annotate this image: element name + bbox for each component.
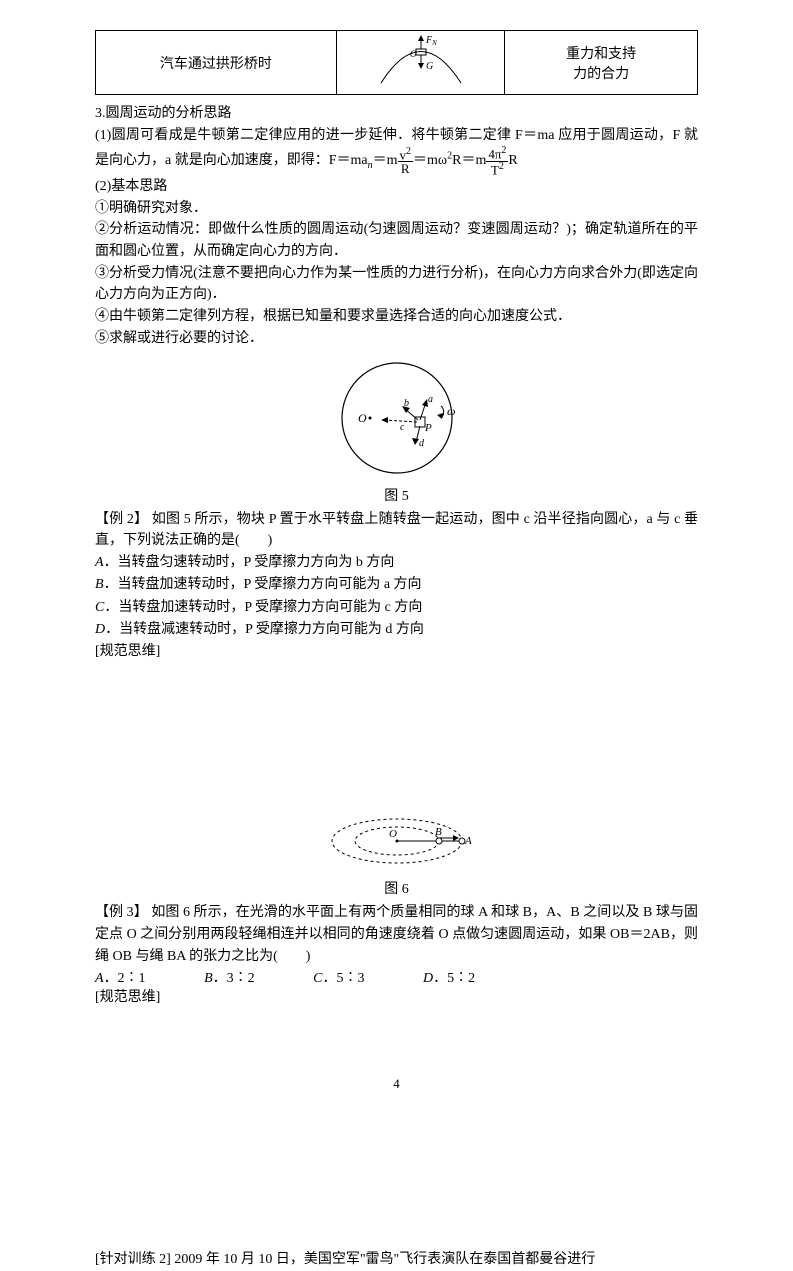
fig5-p: P (424, 422, 432, 434)
fig5-omega: ω (447, 404, 455, 418)
ex3-norm: [规范思维] (95, 987, 698, 1009)
ellipse-diagram: O B A (317, 811, 477, 871)
practice2: [针对训练 2] 2009 年 10 月 10 日，美国空军"雷鸟"飞行表演队在… (95, 1249, 698, 1271)
fig6-o: O (389, 828, 397, 840)
fn-label: FN (425, 35, 437, 47)
fig5-o: O (358, 411, 367, 425)
figure5-label: 图 5 (95, 485, 698, 505)
table-cell-figure: FN G O (336, 31, 505, 95)
example3-body: 如图 6 所示，在光滑的水平面上有两个质量相同的球 A 和球 B，A、B 之间以… (95, 905, 698, 963)
section3-p3: ①明确研究对象． (95, 198, 698, 220)
ex3-options: A．2∶1 B．3∶2 C．5∶3 D．5∶2 (95, 967, 698, 987)
table-cell-desc: 汽车通过拱形桥时 (96, 31, 337, 95)
bridge-table: 汽车通过拱形桥时 FN G O 重力和支持 力的合力 (95, 30, 698, 95)
example2: 【例 2】 如图 5 所示，物块 P 置于水平转盘上随转盘一起运动，图中 c 沿… (95, 509, 698, 552)
ex2-optA: A．当转盘匀速转动时，P 受摩擦力方向为 b 方向 (95, 552, 698, 574)
page-number: 4 (0, 1076, 793, 1092)
example2-title: 【例 2】 (95, 512, 148, 527)
fig5-b: b (404, 398, 409, 409)
ex2-optD: D．当转盘减速转动时，P 受摩擦力方向可能为 d 方向 (95, 619, 698, 641)
example2-body: 如图 5 所示，物块 P 置于水平转盘上随转盘一起运动，图中 c 沿半径指向圆心… (95, 512, 698, 549)
table-cell-force: 重力和支持 力的合力 (505, 31, 698, 95)
section3-p4: ②分析运动情况：即做什么性质的圆周运动(匀速圆周运动？变速圆周运动？)；确定轨道… (95, 219, 698, 262)
turntable-diagram: O P a b c d ω (322, 358, 472, 478)
figure6-label: 图 6 (95, 878, 698, 898)
section3-p1: (1)圆周可看成是牛顿第二定律应用的进一步延伸．将牛顿第二定律 F＝ma 应用于… (95, 125, 698, 176)
g-label: G (426, 61, 433, 72)
section3-p7: ⑤求解或进行必要的讨论． (95, 328, 698, 350)
practice2-body: 2009 年 10 月 10 日，美国空军"雷鸟"飞行表演队在泰国首都曼谷进行 (171, 1252, 595, 1267)
fig5-c: c (400, 422, 405, 433)
practice2-label: [针对训练 2] (95, 1252, 171, 1267)
ex2-optC: C．当转盘加速转动时，P 受摩擦力方向可能为 c 方向 (95, 597, 698, 619)
section3-p6: ④由牛顿第二定律列方程，根据已知量和要求量选择合适的向心加速度公式． (95, 306, 698, 328)
fig6-a: A (464, 835, 472, 847)
section3-p5: ③分析受力情况(注意不要把向心力作为某一性质的力进行分析)，在向心力方向求合外力… (95, 263, 698, 306)
ex2-optB: B．当转盘加速转动时，P 受摩擦力方向可能为 a 方向 (95, 574, 698, 596)
section3-title: 3.圆周运动的分析思路 (95, 103, 698, 125)
fig5-a: a (428, 394, 433, 405)
example3: 【例 3】 如图 6 所示，在光滑的水平面上有两个质量相同的球 A 和球 B，A… (95, 902, 698, 967)
ex2-norm: [规范思维] (95, 641, 698, 663)
fig5-d: d (419, 438, 425, 449)
example3-title: 【例 3】 (95, 905, 148, 920)
section3-p2: (2)基本思路 (95, 176, 698, 198)
o-label: O (410, 49, 417, 59)
figure5: O P a b c d ω (95, 358, 698, 483)
fig6-b: B (435, 826, 442, 838)
figure6: O B A (95, 811, 698, 876)
arch-bridge-diagram: FN G O (376, 35, 466, 85)
